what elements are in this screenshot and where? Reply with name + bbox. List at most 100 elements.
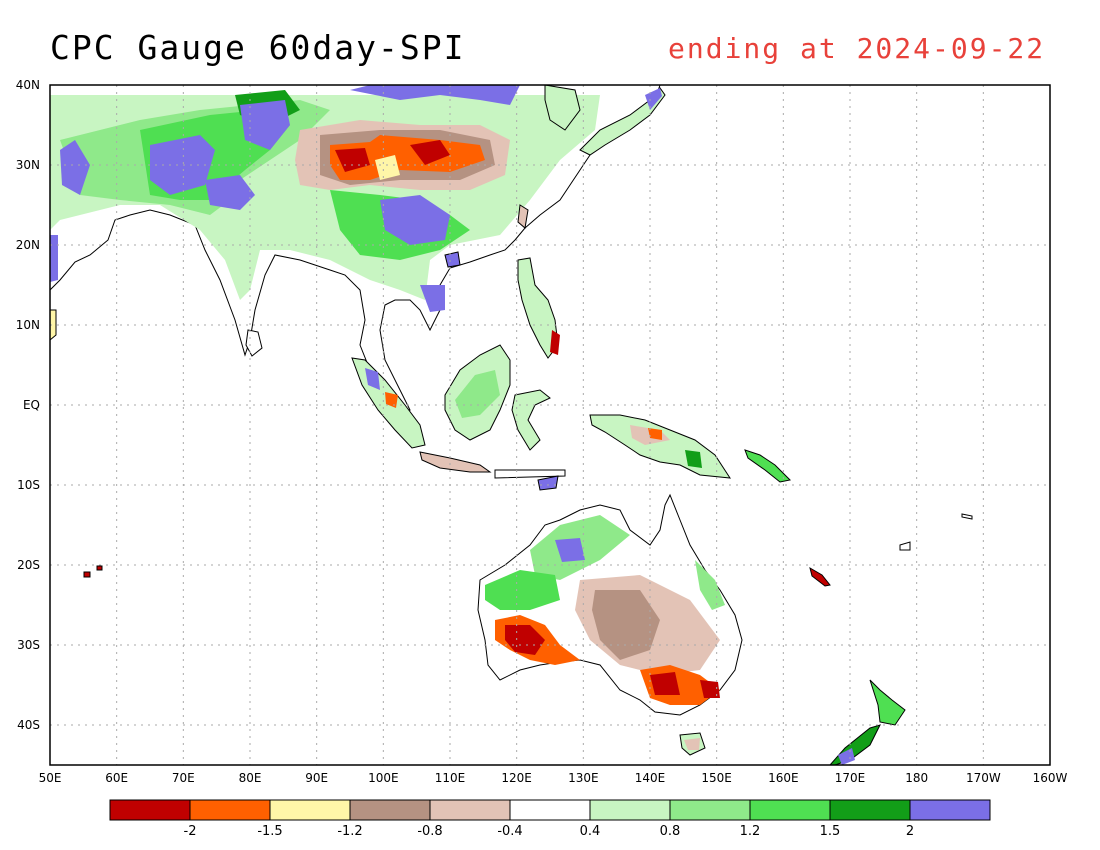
china-extreme-dry [335, 148, 370, 172]
extreme-wet-blob-3 [205, 175, 255, 210]
sumatra-dry [385, 392, 398, 408]
extreme-wet-blob-2 [240, 100, 290, 150]
china-extreme-dry-2 [410, 140, 450, 165]
extreme-wet-blob-8 [50, 235, 58, 282]
lon-tick-label: 170W [966, 771, 1001, 785]
extreme-wet-blob-6 [60, 140, 90, 195]
lon-tick-label: 140E [635, 771, 666, 785]
lon-tick-label: 160W [1033, 771, 1068, 785]
lon-tick-label: 90E [305, 771, 328, 785]
colorbar-label: 0.4 [580, 824, 601, 839]
sri-lanka-land [245, 329, 263, 357]
extreme-wet-blob-7 [420, 285, 445, 312]
lat-tick-label: 30N [16, 158, 40, 172]
australia-extreme-wet [555, 538, 585, 562]
colorbar: -2 -1.5 -1.2 -0.8 -0.4 0.4 0.8 1.2 1.5 2 [109, 799, 991, 839]
fiji-islands [899, 541, 911, 551]
australia-east-wet [695, 560, 725, 610]
colorbar-swatch [669, 799, 751, 821]
sulawesi-land [511, 389, 551, 451]
colorbar-swatch [829, 799, 911, 821]
sumatra-wet [365, 368, 380, 390]
tasmania-dry [684, 738, 700, 750]
lon-tick-label: 100E [368, 771, 399, 785]
solomon-islands [744, 449, 792, 483]
china-moderate-dry [375, 155, 400, 180]
lat-tick-label: 30S [17, 638, 40, 652]
colorbar-label: -2 [184, 824, 197, 839]
lat-tick-label: 40S [17, 718, 40, 732]
lat-tick-label: 20N [16, 238, 40, 252]
borneo-wet [455, 370, 500, 418]
latitude-axis: 40N 30N 20N 10N EQ 10S 20S 30S 40S [16, 78, 40, 732]
lon-tick-label: 60E [105, 771, 128, 785]
madagascar-edge [50, 309, 57, 341]
lon-tick-label: 70E [172, 771, 195, 785]
java-land [419, 451, 492, 473]
lat-tick-label: 10S [17, 478, 40, 492]
lon-tick-label: 150E [701, 771, 732, 785]
new-guinea-very-wet [685, 450, 702, 468]
china-very-dry [330, 135, 485, 180]
australia-se-extreme-dry-2 [700, 680, 720, 698]
map-date-subtitle: ending at 2024-09-22 [668, 32, 1046, 65]
colorbar-swatch [349, 799, 431, 821]
australia-sw-extreme-dry [505, 625, 545, 655]
lat-tick-label: 10N [16, 318, 40, 332]
lon-tick-label: 130E [568, 771, 599, 785]
lat-tick-label: 40N [16, 78, 40, 92]
colorbar-label: -1.2 [337, 824, 362, 839]
lesser-sunda-land [494, 469, 566, 479]
philippines-dry [550, 330, 560, 355]
japan-land [579, 87, 666, 156]
colorbar-swatch [109, 799, 191, 821]
lon-tick-label: 50E [39, 771, 62, 785]
australia-dry-interior-2 [592, 590, 660, 660]
colorbar-label: 1.5 [820, 824, 841, 839]
colorbar-swatch [189, 799, 271, 821]
lat-tick-label: 20S [17, 558, 40, 572]
extreme-wet-blob-4 [380, 195, 450, 245]
longitude-axis: 50E 60E 70E 80E 90E 100E 110E 120E 130E 140E 150E 1… [39, 771, 1068, 785]
colorbar-label: -1.5 [257, 824, 282, 839]
lon-tick-label: 170E [835, 771, 866, 785]
new-zealand-north [869, 679, 906, 726]
new-zealand-south [829, 724, 881, 765]
fiji-islands-2 [961, 513, 973, 520]
colorbar-label: 2 [906, 824, 914, 839]
map-title: CPC Gauge 60day-SPI [50, 28, 466, 67]
colorbar-label: -0.8 [417, 824, 442, 839]
colorbar-swatch [269, 799, 351, 821]
colorbar-swatch [429, 799, 511, 821]
lon-tick-label: 180 [905, 771, 928, 785]
korea-land [544, 85, 581, 131]
new-guinea-land [589, 414, 731, 479]
lon-tick-label: 160E [768, 771, 799, 785]
lon-tick-label: 110E [435, 771, 466, 785]
map-frame-border [49, 84, 1051, 766]
australia-se-extreme-dry [650, 672, 680, 695]
taiwan-land [517, 204, 529, 229]
new-zealand-wet [838, 748, 855, 765]
colorbar-label: -0.4 [497, 824, 522, 839]
new-guinea-very-dry [648, 428, 662, 440]
colorbar-label: 1.2 [740, 824, 761, 839]
timor-wet [537, 475, 559, 491]
colorbar-swatch [749, 799, 831, 821]
map-fields [50, 85, 973, 765]
extreme-wet-blob-5 [350, 85, 520, 105]
mascarene-island-2 [96, 565, 103, 571]
hainan-land [444, 251, 461, 268]
colorbar-label: 0.8 [660, 824, 681, 839]
colorbar-swatch [589, 799, 671, 821]
new-caledonia [809, 566, 831, 587]
lat-tick-label: EQ [23, 398, 40, 412]
australia-wet-west [485, 570, 560, 610]
lon-tick-label: 80E [239, 771, 262, 785]
colorbar-swatch [509, 799, 591, 821]
japan-wet [645, 88, 662, 110]
map-gridlines [50, 85, 1050, 765]
colorbar-swatch [909, 799, 991, 821]
extreme-wet-blob-1 [150, 135, 215, 195]
